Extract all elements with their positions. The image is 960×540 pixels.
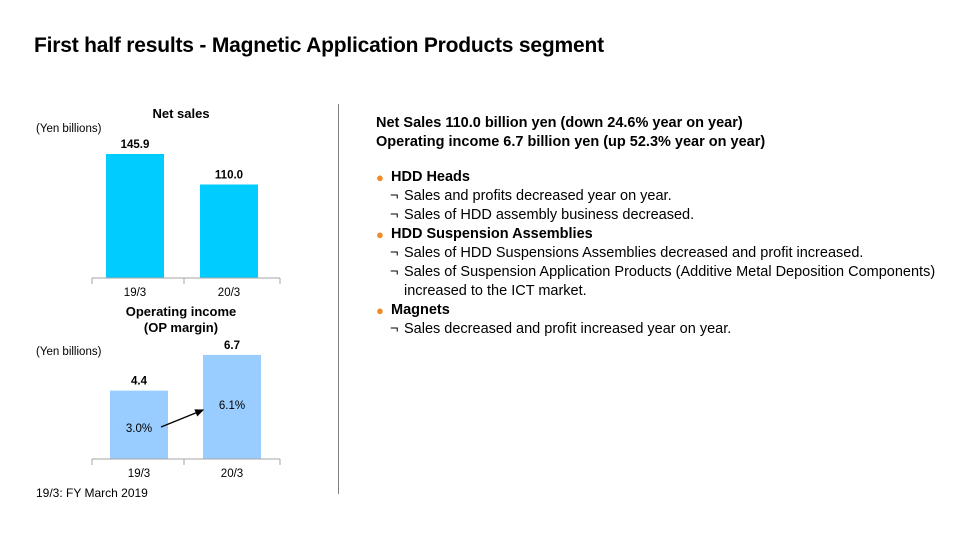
spacer bbox=[376, 152, 936, 168]
section-heading-label: Magnets bbox=[391, 302, 450, 318]
value-label-op-income-19-3: 4.4 bbox=[131, 376, 148, 388]
page-title: First half results - Magnetic Applicatio… bbox=[34, 34, 604, 57]
vertical-divider bbox=[338, 104, 339, 494]
section-magnets: ● Magnets ¬ Sales decreased and profit i… bbox=[376, 301, 936, 339]
bar-op-income-19-3 bbox=[110, 390, 168, 459]
list-item: ¬ Sales decreased and profit increased y… bbox=[376, 320, 936, 339]
value-label-op-income-20-3: 6.7 bbox=[224, 340, 240, 352]
net-sales-category-20-3: 20/3 bbox=[218, 287, 240, 299]
net-sales-headline: Net Sales 110.0 billion yen (down 24.6% … bbox=[376, 115, 743, 131]
section-heading: ● HDD Suspension Assemblies bbox=[376, 225, 936, 244]
not-sign-bullet-icon: ¬ bbox=[390, 245, 399, 261]
op-income-category-20-3: 20/3 bbox=[221, 468, 243, 480]
op-income-category-19-3: 19/3 bbox=[128, 468, 150, 480]
op-income-title-line2: (OP margin) bbox=[144, 320, 218, 335]
net-sales-unit-label: (Yen billions) bbox=[36, 123, 102, 135]
not-sign-bullet-icon: ¬ bbox=[390, 321, 399, 337]
bar-net-sales-19-3 bbox=[106, 153, 164, 278]
list-item-text: Sales of Suspension Application Products… bbox=[404, 264, 936, 299]
value-label-net-sales-19-3: 145.9 bbox=[121, 139, 150, 151]
list-item-text: Sales decreased and profit increased yea… bbox=[404, 321, 732, 337]
margin-arrow bbox=[160, 409, 205, 428]
list-item: ¬ Sales of HDD assembly business decreas… bbox=[376, 206, 936, 225]
list-item-text: Sales and profits decreased year on year… bbox=[404, 188, 672, 204]
op-margin-label-19-3: 3.0% bbox=[126, 423, 152, 435]
list-item: ¬ Sales and profits decreased year on ye… bbox=[376, 187, 936, 206]
net-sales-chart: Net sales (Yen billions) 145.9 110.0 19/… bbox=[36, 106, 281, 299]
orange-bullet-icon: ● bbox=[376, 303, 384, 318]
operating-income-headline: Operating income 6.7 billion yen (up 52.… bbox=[376, 134, 766, 150]
section-hdd-heads: ● HDD Heads ¬ Sales and profits decrease… bbox=[376, 168, 936, 225]
list-item-text: Sales of HDD Suspensions Assemblies decr… bbox=[404, 245, 864, 261]
section-heading-label: HDD Heads bbox=[391, 169, 470, 185]
operating-income-chart: Operating income (OP margin) (Yen billio… bbox=[36, 304, 281, 480]
charts-area: Net sales (Yen billions) 145.9 110.0 19/… bbox=[36, 106, 281, 480]
net-sales-title: Net sales bbox=[152, 106, 209, 121]
op-income-title: Operating income bbox=[126, 304, 237, 319]
footnote: 19/3: FY March 2019 bbox=[36, 486, 148, 500]
section-heading: ● HDD Heads bbox=[376, 168, 936, 187]
op-margin-label-20-3: 6.1% bbox=[219, 400, 245, 412]
section-heading: ● Magnets bbox=[376, 301, 936, 320]
bar-net-sales-20-3 bbox=[200, 184, 258, 278]
op-income-unit-label: (Yen billions) bbox=[36, 346, 102, 358]
list-item: ¬ Sales of Suspension Application Produc… bbox=[376, 263, 936, 301]
list-item-text: Sales of HDD assembly business decreased… bbox=[404, 207, 695, 223]
not-sign-bullet-icon: ¬ bbox=[390, 264, 399, 280]
bar-op-income-20-3 bbox=[203, 354, 261, 459]
list-item: ¬ Sales of HDD Suspensions Assemblies de… bbox=[376, 244, 936, 263]
not-sign-bullet-icon: ¬ bbox=[390, 207, 399, 223]
net-sales-category-19-3: 19/3 bbox=[124, 287, 146, 299]
orange-bullet-icon: ● bbox=[376, 170, 384, 185]
section-heading-label: HDD Suspension Assemblies bbox=[391, 226, 593, 242]
orange-bullet-icon: ● bbox=[376, 227, 384, 242]
section-hdd-suspension-assemblies: ● HDD Suspension Assemblies ¬ Sales of H… bbox=[376, 225, 936, 301]
not-sign-bullet-icon: ¬ bbox=[390, 188, 399, 204]
value-label-net-sales-20-3: 110.0 bbox=[215, 170, 243, 182]
summary-panel: Net Sales 110.0 billion yen (down 24.6% … bbox=[376, 114, 936, 339]
